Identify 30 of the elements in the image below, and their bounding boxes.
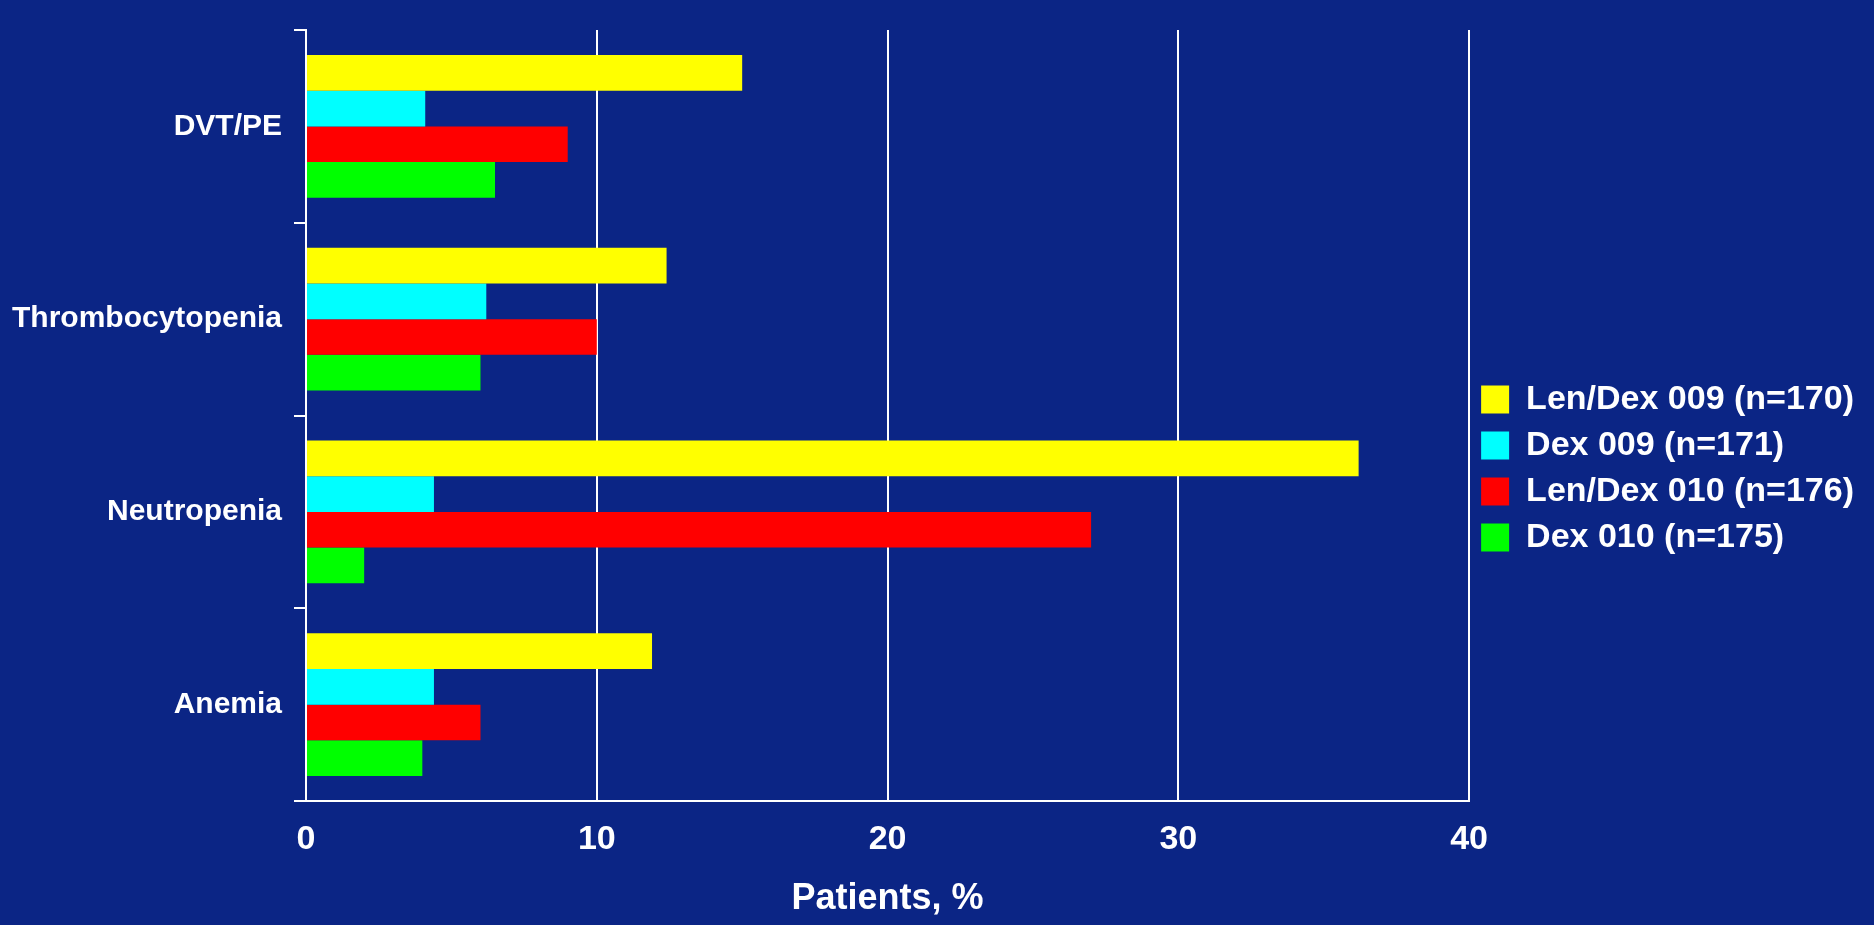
y-tick-label: Thrombocytopenia xyxy=(12,300,283,334)
y-tick-label: Neutropenia xyxy=(106,493,283,527)
legend-label: Dex 009 (n=171) xyxy=(1526,423,1785,462)
bar xyxy=(307,354,481,391)
bar xyxy=(307,90,426,127)
legend-label: Len/Dex 009 (n=170) xyxy=(1526,377,1855,416)
bar xyxy=(307,247,667,284)
bar xyxy=(307,704,481,741)
bar xyxy=(307,440,1359,477)
bar xyxy=(307,511,1092,548)
bar xyxy=(307,126,568,163)
legend-label: Len/Dex 010 (n=176) xyxy=(1526,469,1855,508)
x-tick-label: 20 xyxy=(868,817,907,856)
y-tick-label: Anemia xyxy=(173,685,283,719)
x-tick-label: 40 xyxy=(1450,817,1489,856)
y-tick-label: DVT/PE xyxy=(173,107,283,141)
bar xyxy=(307,162,496,198)
legend-label: Dex 010 (n=175) xyxy=(1526,515,1785,554)
x-axis-title: Patients, % xyxy=(791,876,984,918)
bar xyxy=(307,55,743,91)
bar xyxy=(307,283,487,320)
bar xyxy=(307,547,365,584)
bar xyxy=(307,740,423,776)
bar xyxy=(307,476,434,512)
bar xyxy=(307,633,653,669)
x-tick-label: 0 xyxy=(296,817,316,856)
x-tick-label: 30 xyxy=(1159,817,1198,856)
bar xyxy=(307,668,434,705)
bar xyxy=(307,319,597,355)
x-tick-label: 10 xyxy=(577,817,616,856)
